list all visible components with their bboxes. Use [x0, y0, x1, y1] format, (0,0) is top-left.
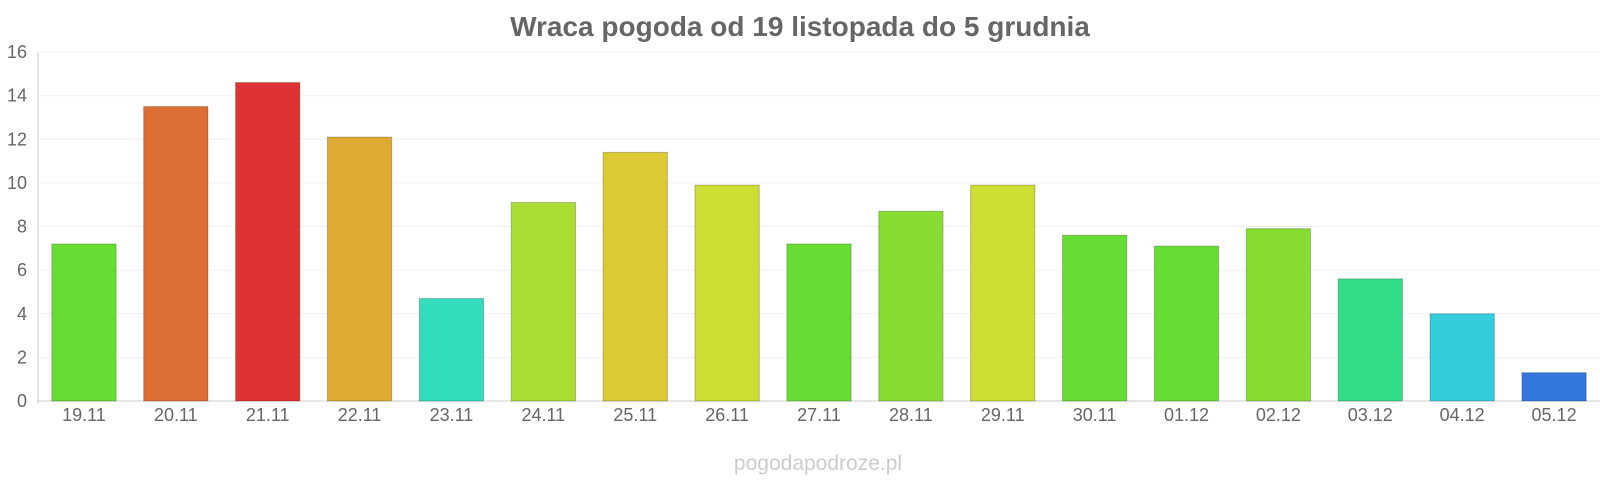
y-tick-label: 14: [7, 86, 27, 106]
x-tick-label: 04.12: [1440, 405, 1485, 425]
y-tick-label: 4: [17, 304, 27, 324]
chart-title: Wraca pogoda od 19 listopada do 5 grudni…: [510, 11, 1090, 42]
bar: [235, 82, 301, 402]
bar: [970, 184, 1036, 402]
x-tick-label: 20.11: [154, 405, 198, 425]
y-tick-label: 8: [17, 217, 27, 237]
x-tick-label: 30.11: [1073, 405, 1117, 425]
y-tick-label: 10: [7, 173, 27, 193]
x-tick-label: 27.11: [797, 405, 841, 425]
bar: [1521, 372, 1587, 402]
bar: [418, 297, 485, 402]
bar: [143, 106, 209, 402]
bar: [1337, 278, 1403, 402]
bar: [1245, 228, 1312, 402]
x-tick-label: 21.11: [246, 405, 290, 425]
x-tick-label: 29.11: [981, 405, 1025, 425]
x-tick-label: 19.11: [62, 405, 106, 425]
x-tick-label: 26.11: [705, 405, 749, 425]
bar: [602, 151, 668, 402]
bar: [1153, 245, 1220, 402]
bar: [51, 243, 117, 402]
y-tick-label: 0: [17, 391, 27, 411]
y-tick-labels: 0 2 4 6 8 10 12 14 16: [7, 42, 27, 411]
x-tick-label: 22.11: [338, 405, 382, 425]
x-tick-label: 24.11: [521, 405, 565, 425]
bar: [694, 184, 760, 402]
x-tick-label: 25.11: [613, 405, 657, 425]
bar: [510, 202, 577, 402]
x-tick-labels: 19.11 20.11 21.11 22.11 23.11 24.11 25.11 26.11…: [62, 405, 1577, 425]
bar: [878, 210, 944, 402]
bar: [1061, 234, 1128, 402]
x-tick-label: 05.12: [1532, 405, 1577, 425]
bar: [1429, 313, 1495, 402]
x-tick-label: 23.11: [430, 405, 474, 425]
y-tick-label: 6: [17, 260, 27, 280]
bar: [786, 243, 852, 402]
bars: [51, 82, 1587, 402]
y-tick-label: 16: [7, 42, 27, 62]
y-tick-label: 2: [17, 347, 27, 367]
y-tick-label: 12: [7, 129, 27, 149]
x-tick-label: 01.12: [1164, 405, 1209, 425]
x-tick-label: 02.12: [1256, 405, 1301, 425]
x-tick-label: 28.11: [889, 405, 933, 425]
x-tick-label: 03.12: [1348, 405, 1393, 425]
watermark-text: pogodapodroze.pl: [734, 452, 902, 475]
bar: [326, 136, 393, 402]
